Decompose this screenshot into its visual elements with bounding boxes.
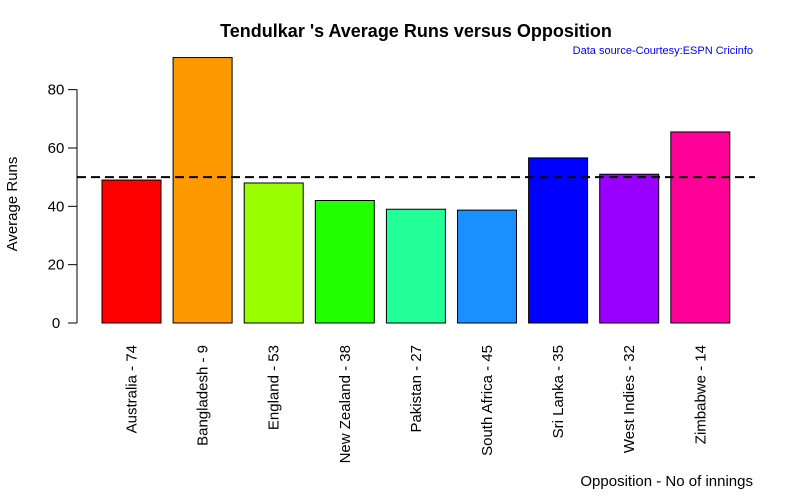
x-tick-label: New Zealand - 38 xyxy=(337,345,354,463)
y-tick-label: 80 xyxy=(48,82,65,99)
y-tick-label: 20 xyxy=(48,257,65,274)
bar xyxy=(385,208,446,324)
x-tick-labels: Australia - 74 Bangladesh - 9 England - 53… xyxy=(124,345,710,463)
x-tick-label: Bangladesh - 9 xyxy=(195,345,212,446)
bar xyxy=(599,173,660,324)
x-tick-label: West Indies - 32 xyxy=(621,345,638,453)
x-tick-label: Pakistan - 27 xyxy=(408,345,425,433)
chart-title: Tendulkar 's Average Runs versus Opposit… xyxy=(220,21,612,41)
chart-subtitle: Data source-Courtesy:ESPN Cricinfo xyxy=(573,45,753,57)
x-tick-label: Sri Lanka - 35 xyxy=(550,345,567,438)
y-axis-label: Average Runs xyxy=(4,157,21,252)
x-tick-label: Zimbabwe - 14 xyxy=(692,345,709,444)
bars xyxy=(101,57,731,324)
x-axis-label: Opposition - No of innings xyxy=(580,473,753,490)
y-tick-label: 0 xyxy=(52,315,60,332)
bar xyxy=(172,57,233,324)
x-tick-label: England - 53 xyxy=(266,345,283,430)
y-tick-label: 60 xyxy=(48,140,65,157)
bar xyxy=(314,199,375,324)
bar xyxy=(528,157,589,324)
bar xyxy=(101,179,162,324)
x-tick-label: South Africa - 45 xyxy=(479,345,496,456)
y-axis: 0 20 40 60 80 xyxy=(48,82,78,332)
bar xyxy=(243,182,304,324)
x-tick-label: Australia - 74 xyxy=(124,345,141,433)
y-tick-label: 40 xyxy=(48,198,65,215)
bar xyxy=(457,209,517,324)
bar xyxy=(670,131,731,324)
